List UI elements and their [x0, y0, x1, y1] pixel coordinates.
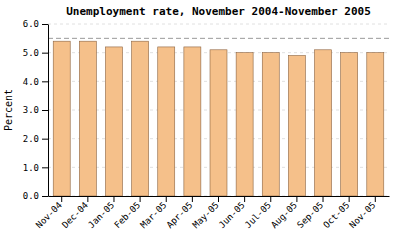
- axis-line: [48, 25, 49, 197]
- tick-label: 6.0: [23, 19, 39, 29]
- tick-label: Jan-05: [86, 200, 116, 230]
- tick-mark: [296, 196, 297, 202]
- bar: [315, 50, 332, 196]
- tick: Aug-05: [269, 196, 299, 230]
- tick-label: Nov-05: [347, 200, 377, 230]
- tick-mark: [87, 196, 88, 202]
- tick-label: 1.0: [23, 163, 39, 173]
- reference-line: [48, 38, 389, 39]
- bar: [158, 47, 175, 196]
- tick-label: 5.0: [23, 48, 39, 58]
- tick-label: Mar-05: [138, 200, 168, 230]
- bar: [53, 41, 70, 196]
- tick: Mar-05: [138, 196, 168, 230]
- tick-mark: [270, 196, 271, 202]
- bar: [341, 53, 358, 196]
- tick-label: Aug-05: [269, 200, 299, 230]
- tick-label: Jun-05: [217, 200, 247, 230]
- tick: Nov-04: [34, 196, 64, 230]
- tick-mark: [244, 196, 245, 202]
- x-axis: Nov-04Dec-04Jan-05Feb-05Mar-05Apr-05May-…: [34, 196, 390, 230]
- bar: [367, 53, 384, 196]
- tick-mark: [323, 196, 324, 202]
- tick: Feb-05: [112, 196, 142, 230]
- tick-label: May-05: [191, 200, 221, 230]
- tick-label: Sep-05: [295, 200, 325, 230]
- y-axis-title: Percent: [3, 89, 14, 131]
- tick-label: 4.0: [23, 77, 39, 87]
- tick-label: Oct-05: [321, 200, 351, 230]
- tick-mark: [375, 196, 376, 202]
- bar: [288, 56, 305, 196]
- tick-mark: [42, 196, 48, 197]
- tick-label: Dec-04: [60, 200, 90, 230]
- tick: 3.0: [23, 105, 48, 115]
- tick-label: 0.0: [23, 191, 39, 201]
- tick-mark: [42, 53, 48, 54]
- marks: [48, 38, 389, 196]
- chart: 0.0 1.0 2.0 3.0 4.0 5.0 6.0 Nov-04Dec-04Jan-05F…: [0, 0, 401, 238]
- tick-mark: [42, 139, 48, 140]
- tick: Dec-04: [60, 196, 90, 230]
- tick: 6.0: [23, 19, 48, 29]
- y-axis: 0.0 1.0 2.0 3.0 4.0 5.0 6.0: [23, 19, 49, 201]
- grid-line: [48, 24, 389, 25]
- plot: 0.0 1.0 2.0 3.0 4.0 5.0 6.0 Nov-04Dec-04Jan-05F…: [23, 19, 390, 230]
- tick-mark: [166, 196, 167, 202]
- tick: 1.0: [23, 163, 48, 173]
- tick: Nov-05: [347, 196, 377, 230]
- bar: [210, 50, 227, 196]
- tick-mark: [218, 196, 219, 202]
- grid: [48, 24, 389, 196]
- bar: [79, 41, 96, 196]
- tick: 2.0: [23, 134, 48, 144]
- bar: [262, 53, 279, 196]
- tick: May-05: [191, 196, 221, 230]
- title: Unemployment rate, November 2004-Novembe…: [66, 5, 371, 18]
- bar: [105, 47, 122, 196]
- bar: [132, 41, 149, 196]
- tick: Sep-05: [295, 196, 325, 230]
- tick-label: 2.0: [23, 134, 39, 144]
- tick: 5.0: [23, 48, 48, 58]
- tick-mark: [113, 196, 114, 202]
- tick-mark: [42, 110, 48, 111]
- tick-label: Nov-04: [34, 200, 64, 230]
- bar: [236, 53, 253, 196]
- tick-mark: [42, 167, 48, 168]
- tick-label: Jul-05: [243, 200, 273, 230]
- tick: Oct-05: [321, 196, 351, 230]
- tick: 4.0: [23, 77, 48, 87]
- tick: Jul-05: [243, 196, 273, 230]
- tick-mark: [349, 196, 350, 202]
- tick-label: 3.0: [23, 105, 39, 115]
- tick-label: Apr-05: [165, 200, 195, 230]
- tick-label: Feb-05: [112, 200, 142, 230]
- tick-mark: [42, 24, 48, 25]
- tick-mark: [42, 81, 48, 82]
- tick-mark: [192, 196, 193, 202]
- tick: Jun-05: [217, 196, 247, 230]
- tick: 0.0: [23, 191, 48, 201]
- bar: [184, 47, 201, 196]
- tick-mark: [61, 196, 62, 202]
- tick: Apr-05: [165, 196, 195, 230]
- tick-mark: [140, 196, 141, 202]
- tick: Jan-05: [86, 196, 116, 230]
